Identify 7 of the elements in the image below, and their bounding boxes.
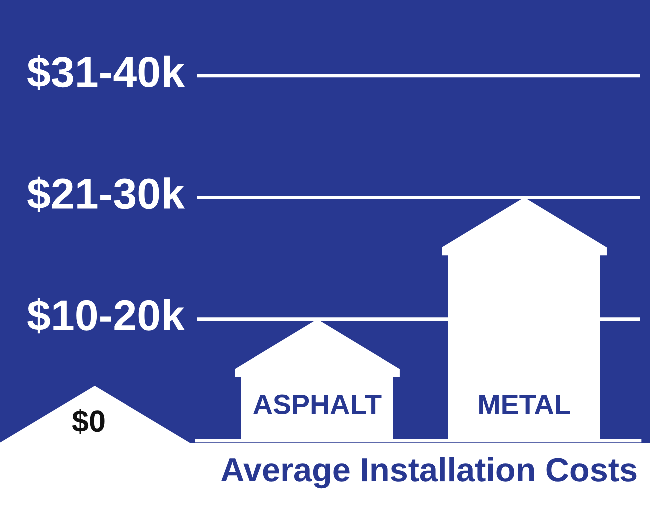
ref-line-label: $10-20k xyxy=(28,298,186,334)
x-tick-label: METAL xyxy=(480,395,570,414)
ref-line-label: $21-30k xyxy=(28,176,186,212)
ref-line-label: $31-40k xyxy=(28,55,186,90)
x-tick-label: ASPHALT xyxy=(254,394,382,414)
text: Average Installation Costs xyxy=(221,457,637,489)
text: $0 xyxy=(72,409,105,434)
